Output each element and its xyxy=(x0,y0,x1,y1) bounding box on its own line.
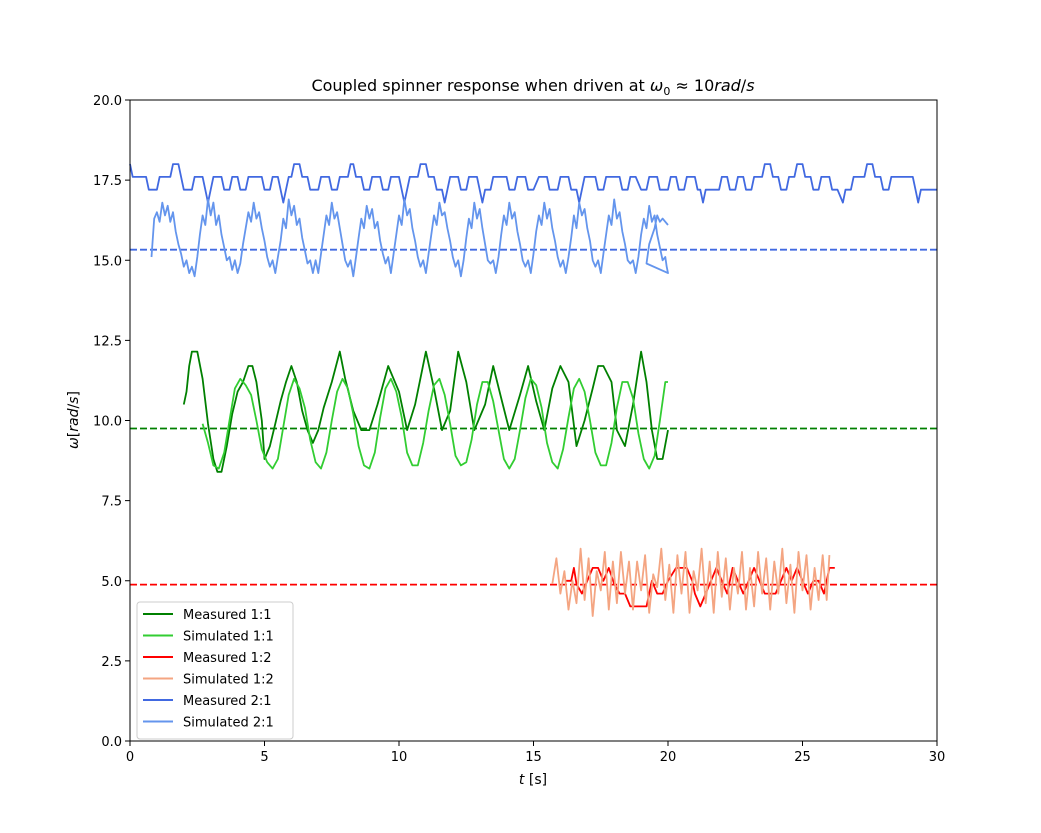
y-tick-label: 5.0 xyxy=(101,575,122,590)
svg-text:t [s]: t [s] xyxy=(519,772,547,788)
x-tick-label: 25 xyxy=(794,750,811,765)
series-line-5 xyxy=(150,198,669,278)
x-tick-label: 30 xyxy=(929,750,946,765)
series-line-3 xyxy=(551,547,831,617)
series-line-0 xyxy=(182,350,669,473)
y-tick-label: 0.0 xyxy=(101,735,122,750)
legend-entry-label: Measured 1:1 xyxy=(183,608,272,623)
y-tick-label: 7.5 xyxy=(101,495,122,510)
x-tick-label: 20 xyxy=(660,750,677,765)
y-tick-label: 12.5 xyxy=(93,334,122,349)
legend-entry-label: Measured 1:2 xyxy=(183,651,272,666)
legend: Measured 1:1 Simulated 1:1 Measured 1:2 Sim… xyxy=(136,601,294,740)
y-tick-label: 2.5 xyxy=(101,655,122,670)
x-tick-label: 5 xyxy=(260,750,268,765)
y-tick-label: 15.0 xyxy=(93,254,122,269)
legend-entry-label: Measured 2:1 xyxy=(183,694,272,709)
x-axis-label: t [s] xyxy=(519,772,547,788)
series-line-1 xyxy=(201,377,668,470)
y-axis-label: ω[rad/s] xyxy=(66,391,82,449)
y-tick-label: 10.0 xyxy=(93,415,122,430)
svg-text:ω[rad/s]: ω[rad/s] xyxy=(66,391,82,449)
plot-area: 0 5 10 15 20 25 30 0.0 2.5 5.0 7.5 10.0 12.5 15.0 17.5… xyxy=(93,94,945,765)
legend-entry-label: Simulated 1:2 xyxy=(183,673,274,688)
x-tick-label: 15 xyxy=(525,750,542,765)
y-tick-label: 20.0 xyxy=(93,94,122,109)
chart-title: Coupled spinner response when driven at … xyxy=(311,76,754,98)
x-tick-label: 0 xyxy=(126,750,134,765)
y-tick-label: 17.5 xyxy=(93,174,122,189)
legend-entry-label: Simulated 1:1 xyxy=(183,630,274,645)
x-tick-label: 10 xyxy=(391,750,408,765)
series-line-4 xyxy=(129,163,937,204)
legend-entry-label: Simulated 2:1 xyxy=(183,716,274,731)
legend-box xyxy=(136,601,294,740)
